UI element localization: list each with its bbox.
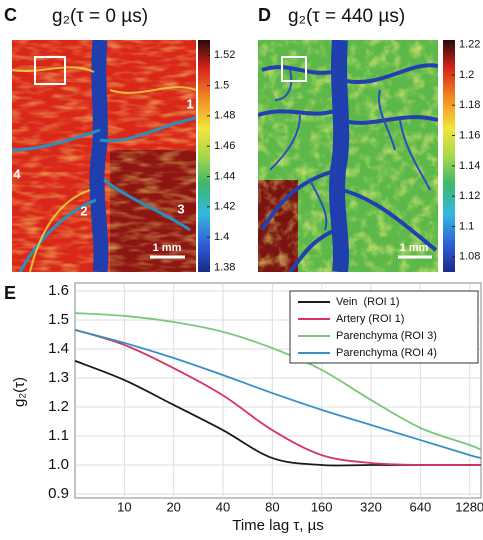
colorbar-tick-label: 1.18 [459,99,480,111]
legend-label: Artery (ROI 1) [336,313,404,325]
colorbar-tick-label: 1.2 [459,69,474,81]
colorbar-tick-label: 1.48 [214,110,235,122]
colorbar-tick-label: 1.44 [214,170,235,182]
y-tick-label: 1.6 [48,282,69,299]
panel-title: g₂(τ = 440 µs) [288,6,405,27]
colorbar-tick-label: 1.16 [459,129,480,141]
y-tick-label: 1.5 [48,311,69,328]
roi-label: 4 [13,166,21,181]
colorbar-tick-label: 1.12 [459,190,480,202]
colorbar-tick-label: 1.14 [459,160,480,172]
y-tick-label: 1.4 [48,340,69,357]
colorbar-tick-label: 1.46 [214,140,235,152]
series-line [74,328,482,459]
colorbar-tick-label: 1.08 [459,251,480,263]
legend-label: Parenchyma (ROI 4) [336,347,437,359]
x-tick-label: 1280 [455,499,483,514]
panel-letter: D [258,5,271,25]
colorbar [443,40,455,272]
series-line [74,328,481,467]
colorbar [198,40,210,272]
roi-label: 1 [186,96,193,111]
roi-label: 3 [177,201,184,216]
colorbar-tick-label: 1.38 [214,261,235,273]
x-tick-label: 320 [360,499,382,514]
colorbar-tick-label: 1.5 [214,79,229,91]
x-tick-label: 10 [117,499,131,514]
x-tick-label: 80 [265,499,279,514]
colorbar-tick-label: 1.22 [459,38,480,50]
y-tick-label: 0.9 [48,485,69,502]
colorbar-tick-label: 1.1 [459,220,474,232]
panel-letter: E [4,283,16,303]
heatmap-image [12,40,196,272]
colorbar-tick-label: 1.4 [214,231,229,243]
x-axis-label: Time lag τ, µs [232,517,324,534]
legend-label: Vein (ROI 1) [336,296,400,308]
heatmap-image [258,40,438,272]
y-axis-label: g₂(τ) [11,377,28,407]
roi-label: 2 [80,203,87,218]
x-tick-label: 40 [216,499,230,514]
panel-letter: C [4,5,17,25]
y-tick-label: 1.0 [48,456,69,473]
legend-label: Parenchyma (ROI 3) [336,330,437,342]
x-tick-label: 160 [311,499,333,514]
y-tick-label: 1.3 [48,369,69,386]
x-tick-label: 20 [166,499,180,514]
colorbar-tick-label: 1.42 [214,201,235,213]
scale-bar-label: 1 mm [153,242,182,254]
y-tick-label: 1.1 [48,427,69,444]
y-tick-label: 1.2 [48,398,69,415]
x-tick-label: 640 [410,499,432,514]
panel-title: g₂(τ = 0 µs) [52,6,148,27]
colorbar-tick-label: 1.52 [214,49,235,61]
scale-bar-label: 1 mm [400,242,429,254]
